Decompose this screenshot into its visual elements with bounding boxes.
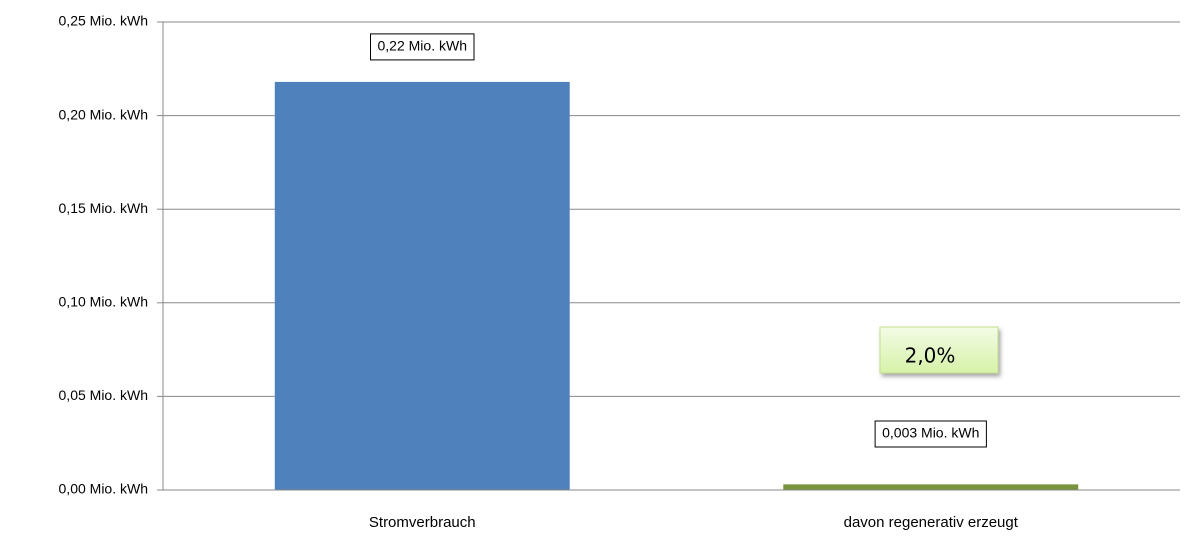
value-label: 0,22 Mio. kWh xyxy=(378,38,467,54)
x-tick-label: Stromverbrauch xyxy=(369,514,476,531)
value-label-box xyxy=(370,33,475,61)
annotation: 2,0% xyxy=(905,344,956,368)
y-tick-label: 0,10 Mio. kWh xyxy=(59,294,148,310)
bar xyxy=(783,484,1079,490)
y-tick-label: 0,15 Mio. kWh xyxy=(59,200,148,216)
y-tick-label: 0,00 Mio. kWh xyxy=(59,481,148,497)
x-tick-label: davon regenerativ erzeugt xyxy=(844,514,1019,531)
value-label-box xyxy=(874,420,987,448)
bar xyxy=(274,81,570,491)
value-label: 0,003 Mio. kWh xyxy=(882,425,979,441)
y-tick-label: 0,20 Mio. kWh xyxy=(59,106,148,122)
y-tick-label: 0,05 Mio. kWh xyxy=(59,387,148,403)
annotation-box xyxy=(879,326,999,374)
y-tick-label: 0,25 Mio. kWh xyxy=(59,13,148,29)
